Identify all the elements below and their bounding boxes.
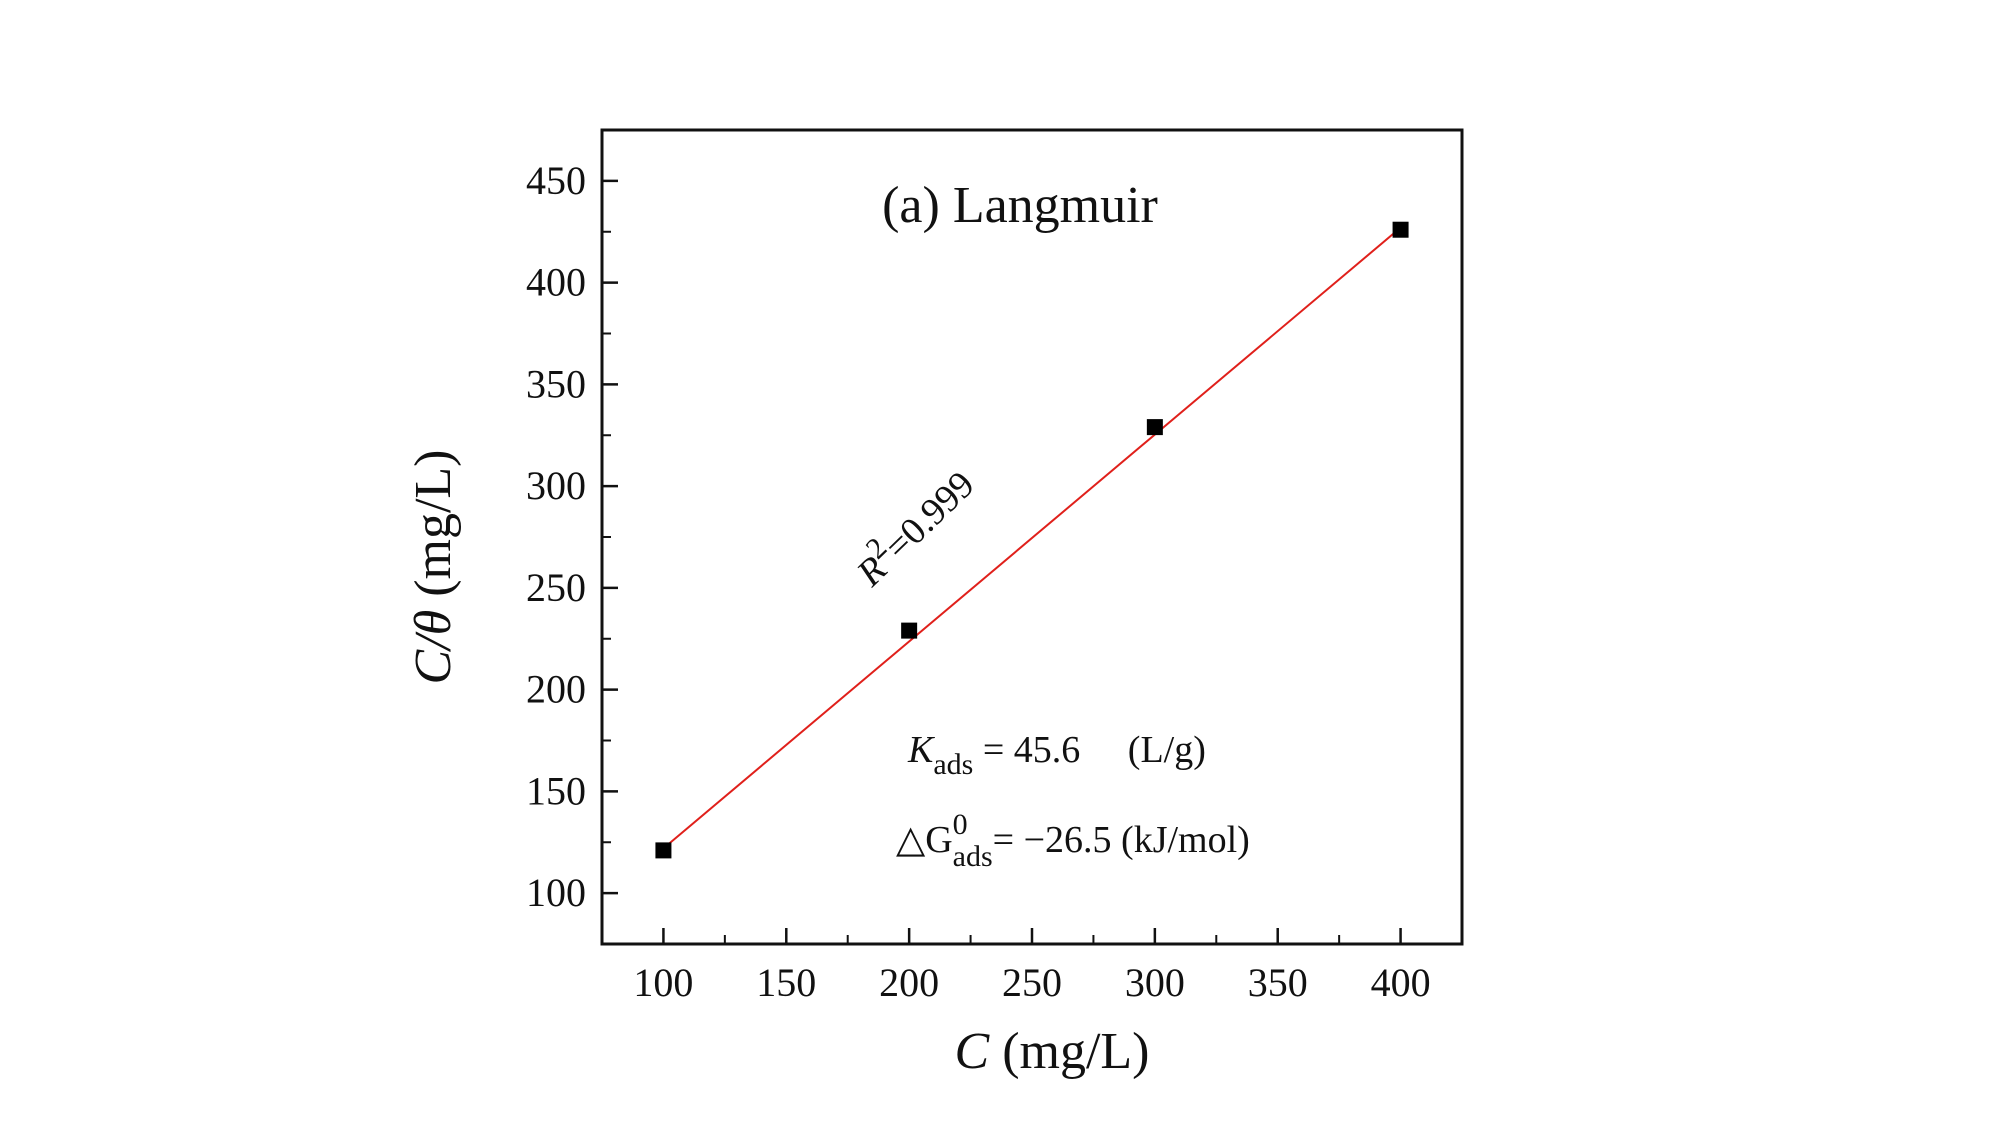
x-axis-var: C	[955, 1023, 991, 1080]
data-point	[655, 842, 672, 859]
x-axis-tick-labels: 100 150 200 250 300 350 400	[633, 960, 1430, 1005]
delta-g-annotation: △G0 ads= −26.5 (kJ/mol)	[896, 808, 1250, 873]
y-tick-label: 150	[526, 768, 586, 813]
r-squared-annotation: R2=0.999	[842, 457, 983, 595]
delta-g-main: △G	[896, 819, 953, 861]
y-axis-ticks	[602, 129, 618, 945]
x-axis-unit: (mg/L)	[989, 1023, 1149, 1080]
x-tick-label: 200	[879, 960, 939, 1005]
data-point	[1146, 419, 1163, 436]
y-tick-label: 350	[526, 361, 586, 406]
y-tick-label: 450	[526, 158, 586, 203]
x-tick-label: 300	[1125, 960, 1185, 1005]
delta-g-subscript: ads	[953, 840, 993, 873]
data-point	[901, 622, 918, 639]
delta-g-superscript: 0	[953, 808, 968, 841]
svg-text:R2=0.999: R2=0.999	[842, 457, 983, 595]
x-tick-label: 150	[756, 960, 816, 1005]
x-tick-label: 400	[1371, 960, 1431, 1005]
data-points	[655, 221, 1409, 859]
kads-main: K	[907, 729, 935, 771]
x-tick-label: 100	[633, 960, 693, 1005]
r2-value: =0.999	[877, 463, 983, 567]
x-axis-ticks	[601, 928, 1463, 944]
y-tick-label: 250	[526, 565, 586, 610]
kads-annotation: Kads = 45.6 (L/g)	[907, 729, 1206, 781]
fit-line	[662, 226, 1402, 850]
y-tick-label: 400	[526, 260, 586, 305]
y-axis-unit: (mg/L)	[405, 450, 462, 610]
kads-subscript: ads	[933, 748, 973, 781]
chart-title: (a) Langmuir	[882, 177, 1158, 234]
x-tick-label: 250	[1002, 960, 1062, 1005]
kads-value: = 45.6 (L/g)	[973, 729, 1206, 771]
y-tick-label: 300	[526, 463, 586, 508]
data-point	[1392, 221, 1409, 238]
x-axis-title: C (mg/L)	[955, 1023, 1150, 1080]
y-axis-tick-labels: 100 150 200 250 300 350 400 450	[526, 158, 586, 915]
y-tick-label: 200	[526, 667, 586, 712]
x-tick-label: 350	[1248, 960, 1308, 1005]
y-axis-var: C/θ	[405, 610, 462, 685]
delta-g-value: = −26.5 (kJ/mol)	[993, 819, 1250, 861]
y-tick-label: 100	[526, 870, 586, 915]
y-axis-title: C/θ (mg/L)	[405, 450, 462, 685]
